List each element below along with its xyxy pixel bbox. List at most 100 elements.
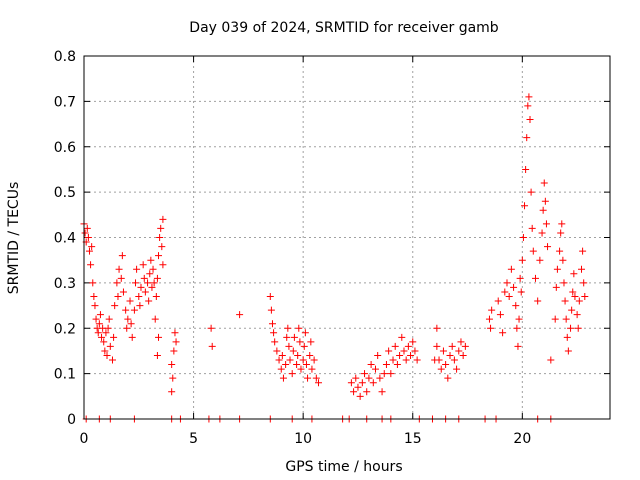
data-point <box>102 329 110 337</box>
y-axis-label: SRMTID / TECUs <box>6 182 22 295</box>
data-point <box>168 361 176 369</box>
data-point <box>297 365 305 373</box>
data-point <box>113 279 121 287</box>
data-point <box>521 202 529 210</box>
data-point <box>103 351 111 359</box>
y-tick-label: 0.2 <box>54 321 76 337</box>
data-point <box>571 292 579 300</box>
data-point <box>153 351 161 359</box>
data-point <box>556 247 564 255</box>
data-point <box>288 370 296 378</box>
data-point <box>574 324 582 332</box>
data-point <box>350 388 358 396</box>
data-point <box>461 342 469 350</box>
data-point <box>158 243 166 251</box>
data-point <box>169 374 177 382</box>
data-point <box>95 320 103 328</box>
data-point <box>132 279 140 287</box>
data-point <box>371 365 379 373</box>
data-point <box>402 356 410 364</box>
data-point <box>290 333 298 341</box>
data-point <box>170 347 178 355</box>
data-point <box>531 274 539 282</box>
data-point <box>510 283 518 291</box>
data-point <box>503 279 511 287</box>
data-point <box>111 302 119 310</box>
data-point <box>81 229 89 237</box>
data-point <box>505 292 513 300</box>
y-tick-label: 0.3 <box>54 276 76 292</box>
data-point <box>130 306 138 314</box>
data-point <box>409 338 417 346</box>
data-point <box>560 279 568 287</box>
data-point <box>101 347 109 355</box>
data-point <box>307 338 315 346</box>
data-point <box>391 342 399 350</box>
data-point <box>400 347 408 355</box>
data-point <box>136 302 144 310</box>
data-point <box>296 338 304 346</box>
data-point <box>382 361 390 369</box>
data-point <box>122 306 130 314</box>
y-tick-label: 0.8 <box>54 49 76 65</box>
data-point <box>444 374 452 382</box>
data-point <box>569 288 577 296</box>
data-point <box>108 356 116 364</box>
data-point <box>168 388 176 396</box>
data-point <box>106 342 114 350</box>
data-point <box>581 292 589 300</box>
data-point <box>446 351 454 359</box>
data-point <box>378 388 386 396</box>
data-point <box>301 329 309 337</box>
data-point <box>145 297 153 305</box>
data-point <box>552 283 560 291</box>
data-point <box>487 324 495 332</box>
data-point <box>84 234 92 241</box>
data-point <box>539 206 547 214</box>
data-point <box>117 274 125 282</box>
data-point <box>294 351 302 359</box>
data-point <box>514 342 522 350</box>
data-point <box>115 265 123 273</box>
data-point <box>563 333 571 341</box>
data-point <box>137 283 145 291</box>
data-point <box>524 102 532 110</box>
data-point <box>512 302 520 310</box>
data-point <box>358 379 366 387</box>
data-point <box>87 261 95 269</box>
data-point <box>208 342 216 350</box>
data-point <box>453 365 461 373</box>
data-point <box>437 365 445 373</box>
data-point <box>133 265 141 273</box>
data-point <box>141 288 149 296</box>
data-point <box>564 347 572 355</box>
data-point <box>304 374 312 382</box>
axis-ticks: 0 0.1 0.2 0.3 0.4 0.5 0.6 0.7 0.8 0 5 10 15 20 <box>54 49 610 447</box>
y-tick-label: 0.6 <box>54 140 76 156</box>
y-tick-label: 0.7 <box>54 94 76 110</box>
data-point <box>279 374 287 382</box>
data-point <box>347 379 355 387</box>
data-point <box>91 302 99 310</box>
data-point <box>517 288 525 296</box>
data-point <box>580 279 588 287</box>
data-point <box>525 93 533 101</box>
x-tick-label: 15 <box>404 431 422 447</box>
data-point <box>150 279 158 287</box>
y-tick-label: 0 <box>67 412 76 428</box>
data-point <box>302 361 310 369</box>
data-point <box>385 347 393 355</box>
data-point <box>407 351 415 359</box>
data-point <box>507 265 515 273</box>
data-point <box>541 197 549 205</box>
y-tick-label: 0.1 <box>54 367 76 383</box>
data-point <box>155 333 163 341</box>
data-point <box>96 311 104 319</box>
data-point <box>146 270 154 278</box>
data-point <box>534 297 542 305</box>
data-point <box>579 247 587 255</box>
data-point <box>144 279 152 287</box>
data-point <box>273 347 281 355</box>
data-point <box>171 329 179 337</box>
data-point <box>542 220 550 228</box>
